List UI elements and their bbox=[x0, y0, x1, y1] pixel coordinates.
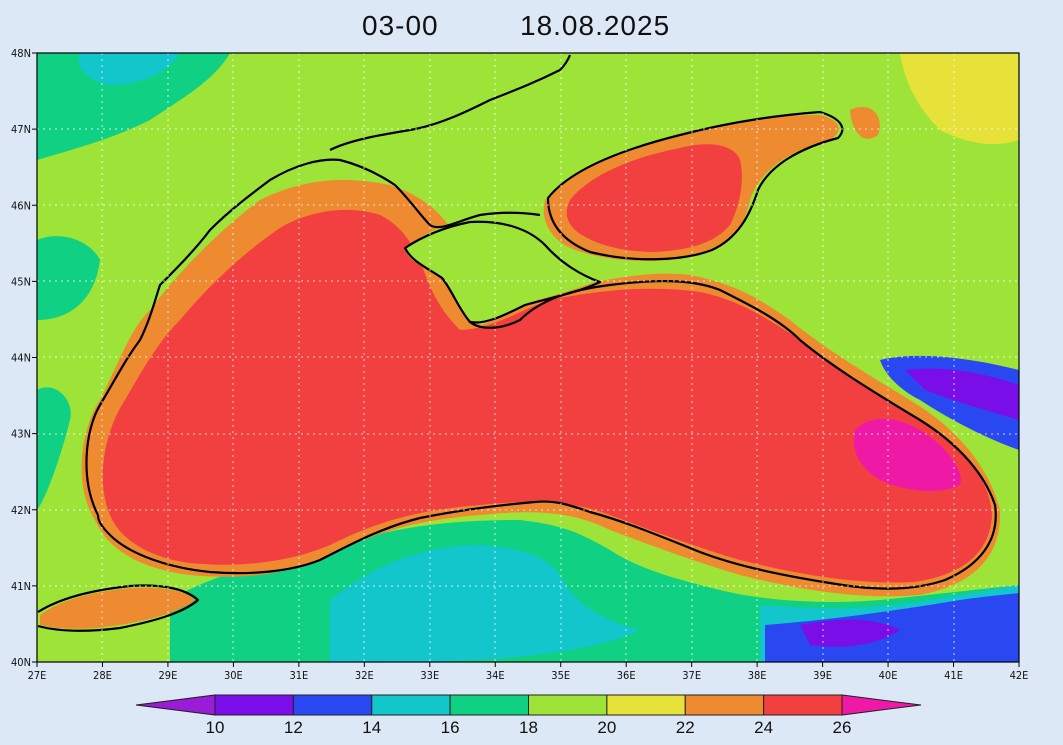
x-tick-label: 39E bbox=[813, 669, 832, 682]
field-26-azov bbox=[566, 144, 742, 252]
temperature-field bbox=[37, 53, 1019, 662]
x-tick-label: 30E bbox=[224, 669, 243, 682]
colorbar-swatch bbox=[763, 694, 843, 716]
forecast-time: 03-00 bbox=[362, 10, 439, 41]
colorbar: 10 12 14 16 18 20 22 24 26 bbox=[135, 694, 922, 737]
y-tick-label: 46N bbox=[11, 199, 31, 212]
field-18-west2 bbox=[37, 387, 71, 510]
field-24-ne bbox=[850, 106, 880, 139]
field-22-ne bbox=[900, 53, 1019, 145]
x-tick-label: 41E bbox=[944, 669, 963, 682]
colorbar-label: 14 bbox=[362, 718, 381, 737]
colorbar-label: 24 bbox=[754, 718, 773, 737]
colorbar-swatch bbox=[214, 694, 294, 716]
field-16-south bbox=[330, 545, 640, 662]
colorbar-arrow-low bbox=[135, 694, 216, 716]
x-tick-label: 38E bbox=[748, 669, 767, 682]
x-tick-label: 27E bbox=[28, 669, 47, 682]
forecast-date: 18.08.2025 bbox=[520, 10, 671, 41]
colorbar-label: 18 bbox=[519, 718, 538, 737]
field-26-sea bbox=[102, 209, 993, 583]
colorbar-label: 10 bbox=[206, 718, 225, 737]
graticule bbox=[37, 53, 1019, 662]
field-16-nw bbox=[78, 53, 180, 85]
x-tick-label: 28E bbox=[93, 669, 112, 682]
colorbar-swatch bbox=[606, 694, 686, 716]
colorbar-label: 22 bbox=[676, 718, 695, 737]
x-tick-label: 37E bbox=[682, 669, 701, 682]
x-tick-label: 32E bbox=[355, 669, 374, 682]
y-tick-label: 48N bbox=[11, 47, 31, 60]
y-tick-label: 44N bbox=[11, 352, 31, 365]
field-12-east bbox=[905, 368, 1019, 420]
coastlines bbox=[37, 54, 997, 632]
axis-ticks: 27E 28E 29E 30E 31E 32E 33E 34E 35E 36E 37E 38E 39E 4… bbox=[11, 47, 1028, 682]
colorbar-label: 26 bbox=[833, 718, 852, 737]
y-tick-label: 42N bbox=[11, 504, 31, 517]
x-tick-label: 35E bbox=[551, 669, 570, 682]
y-tick-label: 41N bbox=[11, 580, 31, 593]
colorbar-label: 12 bbox=[284, 718, 303, 737]
y-tick-label: 47N bbox=[11, 123, 31, 136]
colorbar-swatch bbox=[292, 694, 373, 716]
colorbar-swatch bbox=[684, 694, 765, 716]
field-18-nw bbox=[37, 53, 230, 160]
x-tick-label: 42E bbox=[1010, 669, 1029, 682]
y-tick-label: 40N bbox=[11, 656, 31, 669]
field-28-hotspot bbox=[853, 418, 961, 492]
map-title: 03-00 18.08.2025 bbox=[0, 6, 1063, 46]
y-tick-label: 45N bbox=[11, 275, 31, 288]
colorbar-swatch bbox=[528, 694, 608, 716]
x-tick-label: 33E bbox=[420, 669, 439, 682]
x-tick-label: 40E bbox=[879, 669, 898, 682]
colorbar-swatch bbox=[449, 694, 529, 716]
colorbar-label: 20 bbox=[597, 718, 616, 737]
x-tick-label: 31E bbox=[289, 669, 308, 682]
colorbar-swatch bbox=[371, 694, 451, 716]
x-tick-label: 34E bbox=[486, 669, 505, 682]
y-tick-label: 43N bbox=[11, 428, 31, 441]
colorbar-arrow-high bbox=[841, 694, 922, 716]
field-18-west bbox=[37, 236, 100, 320]
x-tick-label: 29E bbox=[159, 669, 178, 682]
field-12-se bbox=[800, 619, 900, 647]
field-24-marmara bbox=[40, 587, 195, 629]
colorbar-label: 16 bbox=[441, 718, 460, 737]
x-tick-label: 36E bbox=[617, 669, 636, 682]
